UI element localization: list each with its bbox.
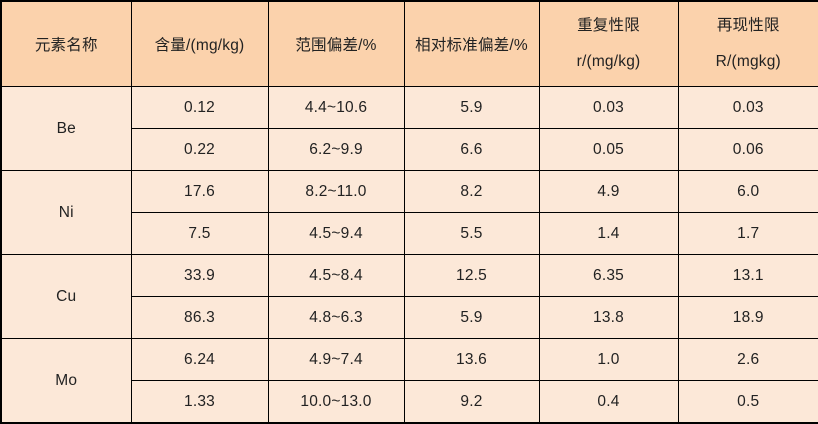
element-name-cell-be: Be: [0, 86, 132, 171]
table-row: Be 0.12 4.4~10.6 5.9 0.03 0.03: [0, 86, 818, 171]
col-header-repeatability-limit: 重复性限 r/(mg/kg): [538, 0, 679, 87]
col-header-element-name: 元素名称: [0, 0, 132, 87]
cell-content: 0.22: [130, 128, 269, 171]
cell-reproducibility: 2.6: [677, 338, 818, 381]
cell-range-deviation: 10.0~13.0: [267, 380, 405, 424]
cell-rsd: 13.6: [403, 338, 540, 381]
col-header-repeatability-unit: r/(mg/kg): [576, 52, 641, 70]
cell-rsd: 8.2: [403, 170, 540, 213]
cell-content: 33.9: [130, 254, 269, 297]
cell-reproducibility: 18.9: [677, 296, 818, 339]
col-header-reproducibility-title: 再现性限: [716, 16, 780, 34]
cell-rsd: 12.5: [403, 254, 540, 297]
cell-rsd: 5.9: [403, 296, 540, 339]
cell-rsd: 6.6: [403, 128, 540, 171]
cell-repeatability: 1.4: [538, 212, 679, 255]
col-header-range-deviation: 范围偏差/%: [267, 0, 405, 87]
element-name-cell-mo: Mo: [0, 338, 132, 424]
table-row: 1.33 10.0~13.0 9.2 0.4 0.5: [1, 380, 818, 424]
table-row: 7.5 4.5~9.4 5.5 1.4 1.7: [1, 212, 818, 255]
col-header-content: 含量/(mg/kg): [130, 0, 269, 87]
cell-repeatability: 13.8: [538, 296, 679, 339]
col-header-repeatability-title: 重复性限: [577, 16, 640, 34]
col-header-rsd: 相对标准偏差/%: [403, 0, 540, 87]
table-row: 86.3 4.8~6.3 5.9 13.8 18.9: [1, 296, 818, 339]
cell-reproducibility: 0.06: [677, 128, 818, 171]
cell-repeatability: 0.03: [538, 86, 679, 129]
col-header-reproducibility-limit: 再现性限 R/(mgkg): [677, 0, 818, 87]
cell-content: 86.3: [130, 296, 269, 339]
table-row: Ni 17.6 8.2~11.0 8.2 4.9 6.0: [0, 170, 818, 255]
cell-content: 17.6: [130, 170, 269, 213]
cell-repeatability: 0.4: [538, 380, 679, 424]
cell-range-deviation: 4.8~6.3: [267, 296, 405, 339]
cell-reproducibility: 0.5: [677, 380, 818, 424]
cell-rsd: 5.9: [403, 86, 540, 129]
cell-range-deviation: 4.5~8.4: [267, 254, 405, 297]
cell-repeatability: 4.9: [538, 170, 679, 213]
cell-range-deviation: 4.5~9.4: [267, 212, 405, 255]
cell-rsd: 9.2: [403, 380, 540, 424]
cell-repeatability: 6.35: [538, 254, 679, 297]
cell-rsd: 5.5: [403, 212, 540, 255]
table-row: 0.22 6.2~9.9 6.6 0.05 0.06: [1, 128, 818, 171]
cell-content: 7.5: [130, 212, 269, 255]
cell-content: 1.33: [130, 380, 269, 424]
element-name-cell-ni: Ni: [0, 170, 132, 255]
cell-content: 6.24: [130, 338, 269, 381]
cell-range-deviation: 4.4~10.6: [267, 86, 405, 129]
cell-range-deviation: 4.9~7.4: [267, 338, 405, 381]
header-row: 元素名称 含量/(mg/kg) 范围偏差/% 相对标准偏差/% 重复性限 r/(…: [0, 0, 818, 87]
table-row: Cu 33.9 4.5~8.4 12.5 6.35 13.1: [0, 254, 818, 339]
cell-reproducibility: 0.03: [677, 86, 818, 129]
cell-content: 0.12: [130, 86, 269, 129]
cell-range-deviation: 6.2~9.9: [267, 128, 405, 171]
cell-reproducibility: 6.0: [677, 170, 818, 213]
cell-reproducibility: 1.7: [677, 212, 818, 255]
table-row: Mo 6.24 4.9~7.4 13.6 1.0 2.6: [0, 338, 818, 424]
cell-reproducibility: 13.1: [677, 254, 818, 297]
cell-repeatability: 0.05: [538, 128, 679, 171]
element-name-cell-cu: Cu: [0, 254, 132, 339]
cell-range-deviation: 8.2~11.0: [267, 170, 405, 213]
cell-repeatability: 1.0: [538, 338, 679, 381]
col-header-reproducibility-unit: R/(mgkg): [715, 52, 781, 70]
